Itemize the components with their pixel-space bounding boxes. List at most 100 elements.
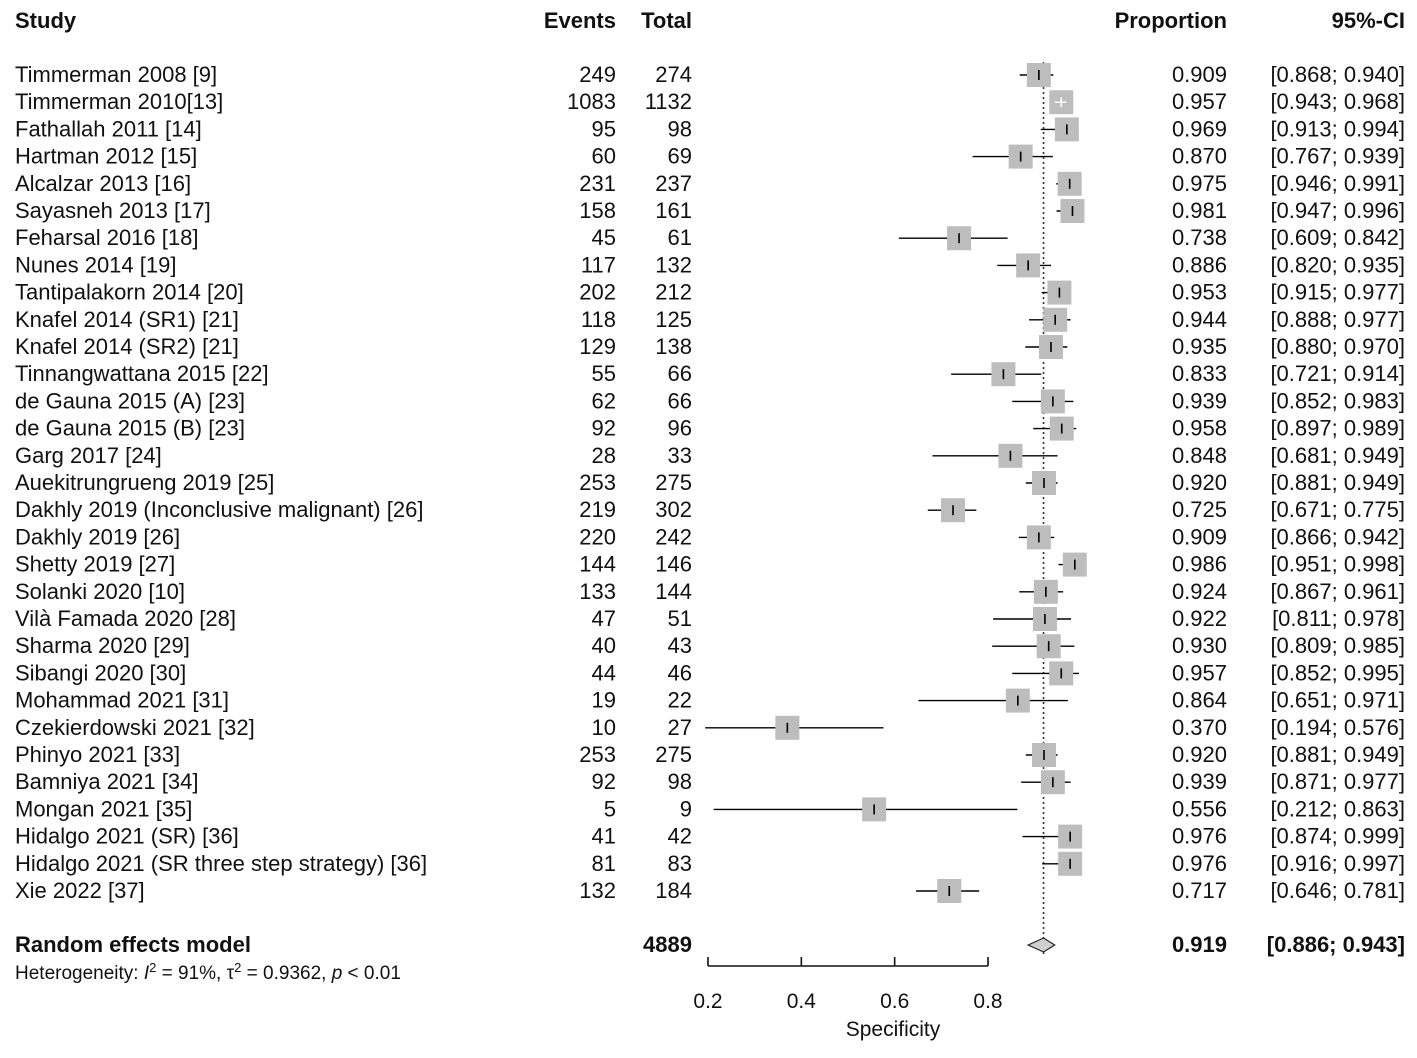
study-events: 118: [581, 307, 616, 332]
study-ci: [0.871; 0.977]: [1270, 769, 1405, 794]
study-proportion: 0.922: [1172, 606, 1227, 631]
study-ci: [0.947; 0.996]: [1270, 198, 1405, 223]
study-ci: [0.897; 0.989]: [1270, 416, 1405, 441]
study-proportion: 0.935: [1172, 334, 1227, 359]
summary-diamond: [1026, 937, 1056, 953]
study-total: 98: [668, 769, 692, 794]
study-proportion: 0.870: [1172, 144, 1227, 169]
study-label: Hidalgo 2021 (SR) [36]: [15, 824, 239, 849]
study-events: 117: [581, 252, 616, 277]
heterogeneity-stat: Heterogeneity: I2 = 91%, τ2 = 0.9362, p …: [15, 960, 401, 985]
study-events: 158: [579, 198, 616, 223]
study-ci: [0.916; 0.997]: [1270, 851, 1405, 876]
study-events: 253: [579, 742, 616, 767]
study-ci: [0.867; 0.961]: [1270, 579, 1405, 604]
summary-proportion: 0.919: [1172, 932, 1227, 957]
i2-value: = 91%,: [156, 963, 226, 984]
study-ci: [0.913; 0.994]: [1270, 116, 1405, 141]
i2-symbol: I: [144, 963, 150, 984]
study-proportion: 0.958: [1172, 416, 1227, 441]
study-events: 45: [592, 225, 616, 250]
study-proportion: 0.725: [1172, 497, 1227, 522]
tau-symbol: τ: [227, 963, 235, 984]
study-total: 43: [668, 633, 692, 658]
study-total: 98: [668, 116, 692, 141]
study-ci: [0.866; 0.942]: [1270, 524, 1405, 549]
study-total: 242: [655, 524, 692, 549]
study-proportion: 0.976: [1172, 824, 1227, 849]
study-events: 10: [592, 715, 616, 740]
study-total: 138: [655, 334, 692, 359]
study-total: 51: [668, 606, 692, 631]
study-ci: [0.880; 0.970]: [1270, 334, 1405, 359]
study-label: Xie 2022 [37]: [15, 878, 145, 903]
study-total: 42: [668, 824, 692, 849]
heterogeneity-prefix: Heterogeneity:: [15, 963, 144, 984]
x-tick-label: 0.2: [693, 990, 722, 1013]
study-ci: [0.874; 0.999]: [1270, 824, 1405, 849]
study-label: Tinnangwattana 2015 [22]: [15, 361, 269, 386]
study-events: 40: [592, 633, 616, 658]
study-label: de Gauna 2015 (A) [23]: [15, 388, 245, 413]
study-total: 66: [668, 361, 692, 386]
study-ci: [0.852; 0.995]: [1270, 660, 1405, 685]
x-tick-label: 0.6: [880, 990, 909, 1013]
study-events: 219: [579, 497, 616, 522]
p-symbol: p: [331, 963, 343, 984]
study-proportion: 0.909: [1172, 524, 1227, 549]
study-total: 125: [655, 307, 692, 332]
study-events: 202: [579, 280, 616, 305]
study-events: 144: [579, 552, 616, 577]
study-ci: [0.809; 0.985]: [1270, 633, 1405, 658]
study-label: Shetty 2019 [27]: [15, 552, 175, 577]
study-proportion: 0.957: [1172, 89, 1227, 114]
study-total: 61: [668, 225, 692, 250]
study-total: 66: [668, 388, 692, 413]
study-ci: [0.915; 0.977]: [1270, 280, 1405, 305]
study-proportion: 0.957: [1172, 660, 1227, 685]
study-events: 220: [579, 524, 616, 549]
study-label: Vilà Famada 2020 [28]: [15, 606, 236, 631]
study-proportion: 0.975: [1172, 171, 1227, 196]
study-label: Timmerman 2010[13]: [15, 89, 223, 114]
study-events: 62: [592, 388, 616, 413]
study-events: 19: [592, 688, 616, 713]
study-total: 132: [655, 252, 692, 277]
study-events: 92: [592, 769, 616, 794]
study-label: Feharsal 2016 [18]: [15, 225, 198, 250]
study-label: de Gauna 2015 (B) [23]: [15, 416, 245, 441]
x-axis-label: Specificity: [846, 1018, 941, 1041]
x-tick-label: 0.4: [787, 990, 817, 1013]
study-ci: [0.820; 0.935]: [1270, 252, 1405, 277]
study-ci: [0.681; 0.949]: [1270, 443, 1405, 468]
study-label: Timmerman 2008 [9]: [15, 62, 217, 87]
study-events: 55: [592, 361, 616, 386]
study-ci: [0.609; 0.842]: [1270, 225, 1405, 250]
study-total: 275: [655, 742, 692, 767]
study-events: 249: [579, 62, 616, 87]
study-events: 47: [592, 606, 616, 631]
study-events: 41: [592, 824, 616, 849]
study-label: Garg 2017 [24]: [15, 443, 162, 468]
study-label: Phinyo 2021 [33]: [15, 742, 180, 767]
header-total: Total: [641, 8, 692, 33]
study-label: Dakhly 2019 [26]: [15, 524, 180, 549]
study-total: 274: [655, 62, 692, 87]
study-events: 132: [579, 878, 616, 903]
study-events: 60: [592, 144, 616, 169]
study-ci: [0.194; 0.576]: [1270, 715, 1405, 740]
study-proportion: 0.864: [1172, 688, 1227, 713]
study-ci: [0.721; 0.914]: [1270, 361, 1405, 386]
study-proportion: 0.717: [1172, 878, 1227, 903]
study-proportion: 0.738: [1172, 225, 1227, 250]
study-ci: [0.646; 0.781]: [1270, 878, 1405, 903]
study-label: Mongan 2021 [35]: [15, 796, 192, 821]
study-events: 5: [604, 796, 616, 821]
study-total: 161: [655, 198, 692, 223]
p-value: < 0.01: [342, 963, 401, 984]
study-proportion: 0.909: [1172, 62, 1227, 87]
study-events: 133: [579, 579, 616, 604]
study-label: Knafel 2014 (SR2) [21]: [15, 334, 239, 359]
study-proportion: 0.848: [1172, 443, 1227, 468]
study-total: 83: [668, 851, 692, 876]
